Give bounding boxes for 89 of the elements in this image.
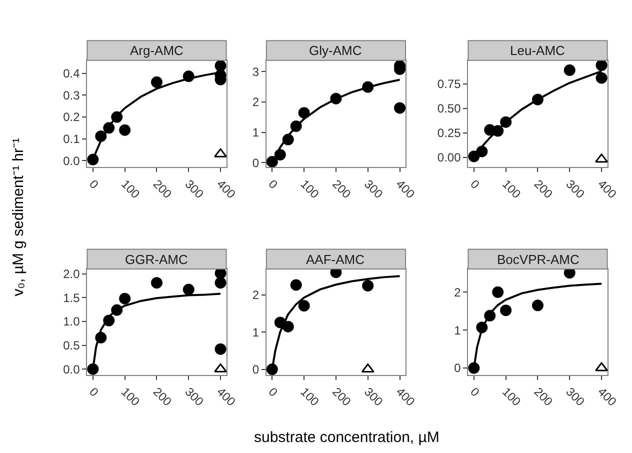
point (150, 76, 162, 88)
y-tick-label: 0.2 (63, 110, 80, 124)
x-axis-title: substrate concentration, µM (254, 429, 440, 446)
x-tick-label: 100 (298, 384, 322, 409)
y-tick-label: 0.3 (63, 88, 80, 102)
x-tick-label: 200 (531, 384, 556, 409)
x-tick-label: 300 (182, 384, 207, 409)
y-tick-label: 1 (252, 125, 260, 140)
x-tick-label: 100 (499, 384, 524, 409)
x-tick-label: 400 (595, 384, 620, 409)
y-tick-label: 3 (252, 64, 260, 79)
x-tick-label: 0 (266, 177, 281, 192)
y-tick-label: 2.0 (63, 266, 80, 281)
y-tick-label: 1 (454, 323, 462, 338)
x-tick-label: 200 (531, 177, 556, 202)
y-tick-label: 2 (252, 95, 260, 110)
point (290, 279, 302, 291)
x-tick-label: 300 (563, 384, 588, 409)
chart-title: BocVPR-AMC (497, 252, 580, 267)
point (87, 363, 99, 375)
y-tick-label: 1 (252, 325, 260, 340)
y-tick-label: 0 (252, 156, 260, 170)
x-tick-label: 400 (595, 177, 620, 202)
x-tick-label: 300 (362, 177, 386, 202)
point (119, 124, 131, 136)
point (492, 286, 504, 298)
x-tick-label: 400 (393, 177, 418, 202)
x-tick-label: 200 (330, 177, 354, 202)
point (500, 304, 512, 316)
y-tick-label: 0 (454, 361, 462, 376)
y-tick-label: 2 (252, 288, 260, 302)
x-tick-label: 300 (182, 177, 207, 202)
point (564, 64, 576, 76)
x-tick-label: 200 (330, 384, 354, 409)
point (214, 363, 228, 372)
x-tick-label: 0 (86, 384, 102, 400)
chart-title: Leu-AMC (510, 43, 565, 58)
y-tick-label: 1.0 (63, 314, 80, 329)
point (298, 107, 310, 119)
y-tick-label: 0.75 (437, 77, 462, 92)
y-tick-label: 0 (252, 362, 260, 376)
chart-title: AAF-AMC (306, 252, 364, 267)
point (595, 362, 608, 372)
x-tick-label: 0 (468, 177, 482, 192)
y-tick-label: 0.25 (437, 126, 462, 140)
x-tick-label: 300 (563, 177, 588, 202)
point (298, 300, 310, 312)
point (361, 364, 374, 373)
y-tick-label: 0.1 (63, 132, 80, 146)
point (362, 280, 374, 292)
y-tick-label: 0.0 (63, 154, 80, 168)
point (532, 300, 544, 312)
y-tick-label: 0.50 (437, 102, 462, 116)
y-axis-title: v₀, µM g sediment⁻¹ hr⁻¹ (10, 138, 28, 296)
x-tick-label: 100 (298, 177, 322, 202)
point (468, 362, 480, 374)
chart-title: GGR-AMC (125, 252, 188, 267)
point (282, 320, 294, 332)
point (596, 72, 608, 84)
y-tick-label: 0.00 (437, 150, 462, 165)
x-tick-label: 100 (499, 177, 524, 202)
x-tick-label: 400 (393, 384, 418, 409)
point (596, 60, 608, 71)
point (266, 364, 278, 376)
x-tick-label: 400 (214, 384, 238, 409)
x-tick-label: 400 (214, 177, 238, 202)
x-tick-label: 0 (468, 384, 482, 400)
y-tick-label: 0.0 (63, 362, 80, 376)
y-tick-label: 0.5 (63, 338, 80, 352)
point (150, 277, 162, 289)
point (214, 343, 226, 355)
y-tick-label: 2 (454, 285, 462, 300)
point (394, 102, 406, 114)
x-tick-label: 200 (150, 177, 175, 202)
y-tick-label: 1.5 (63, 290, 80, 305)
point (595, 154, 608, 163)
chart-title: Gly-AMC (309, 43, 362, 58)
point (182, 284, 194, 296)
point (214, 277, 226, 289)
y-tick-label: 0.4 (63, 66, 80, 81)
x-tick-label: 100 (118, 384, 143, 409)
chart-title: Arg-AMC (130, 43, 184, 58)
x-tick-label: 100 (118, 177, 143, 202)
x-tick-label: 0 (266, 384, 281, 400)
x-tick-label: 0 (86, 177, 102, 192)
point (119, 292, 131, 304)
point (214, 148, 228, 158)
x-tick-label: 200 (150, 384, 175, 409)
x-tick-label: 300 (362, 384, 386, 409)
